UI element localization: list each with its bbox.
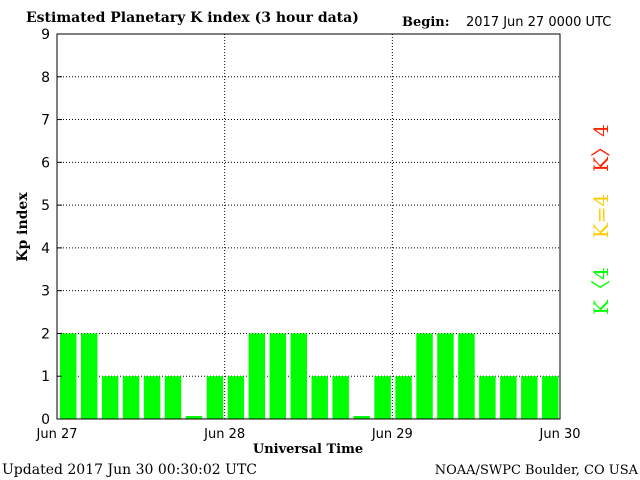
kp-bar <box>290 333 307 419</box>
x-axis-label: Universal Time <box>253 442 363 457</box>
grid-lines <box>57 34 560 419</box>
kp-bar <box>542 376 559 419</box>
y-tick-label: 6 <box>41 155 50 171</box>
y-tick-label: 8 <box>41 70 50 86</box>
x-tick-label: Jun 28 <box>203 427 245 442</box>
kp-bar <box>185 416 203 419</box>
updated-text: Updated 2017 Jun 30 00:30:02 UTC <box>2 462 257 478</box>
kp-bar <box>521 376 538 419</box>
y-tick-label: 7 <box>41 113 50 129</box>
x-ticks: Jun 27 Jun 28 Jun 29 Jun 30 <box>36 427 581 442</box>
kp-bar <box>332 376 349 419</box>
x-tick-label: Jun 30 <box>539 427 581 442</box>
kp-bar <box>311 376 328 419</box>
x-tick-label: Jun 29 <box>371 427 413 442</box>
kp-bar <box>437 333 454 419</box>
y-tick-label: 2 <box>41 326 50 342</box>
kp-bar <box>269 333 287 419</box>
kp-bar <box>395 376 412 419</box>
y-tick-label: 9 <box>41 27 50 43</box>
kp-bar <box>374 376 391 419</box>
kp-bar <box>479 376 496 419</box>
kp-bar <box>416 333 433 419</box>
kp-bar <box>101 376 119 419</box>
kp-bar <box>206 376 224 419</box>
legend-high: K〉4 <box>589 124 613 172</box>
begin-value: 2017 Jun 27 0000 UTC <box>466 15 611 30</box>
plot-frame <box>56 33 561 420</box>
y-axis-label: Kp index <box>15 192 31 262</box>
chart-title: Estimated Planetary K index (3 hour data… <box>26 10 359 26</box>
y-ticks: 0 1 2 3 4 5 6 7 8 9 <box>41 27 62 428</box>
kp-bar <box>164 376 182 419</box>
kp-bar <box>80 333 98 419</box>
kp-bar <box>60 333 77 419</box>
kp-bar <box>248 333 266 419</box>
kp-bar <box>458 333 475 419</box>
legend-equal: K=4 <box>589 194 613 238</box>
begin-label: Begin: <box>402 15 450 30</box>
y-tick-label: 3 <box>41 284 50 300</box>
x-tick-label: Jun 27 <box>36 427 78 442</box>
y-tick-label: 0 <box>41 412 50 428</box>
bars <box>60 333 559 419</box>
y-tick-label: 5 <box>41 198 50 214</box>
credit-text: NOAA/SWPC Boulder, CO USA <box>435 463 639 478</box>
legend-low: K〈4 <box>589 267 613 315</box>
kp-bar <box>500 376 517 419</box>
y-tick-label: 4 <box>41 241 50 257</box>
y-tick-label: 1 <box>41 369 50 385</box>
kp-bar <box>143 376 161 419</box>
kp-bar <box>227 376 245 419</box>
kp-bar <box>353 416 370 419</box>
kp-bar <box>122 376 140 419</box>
